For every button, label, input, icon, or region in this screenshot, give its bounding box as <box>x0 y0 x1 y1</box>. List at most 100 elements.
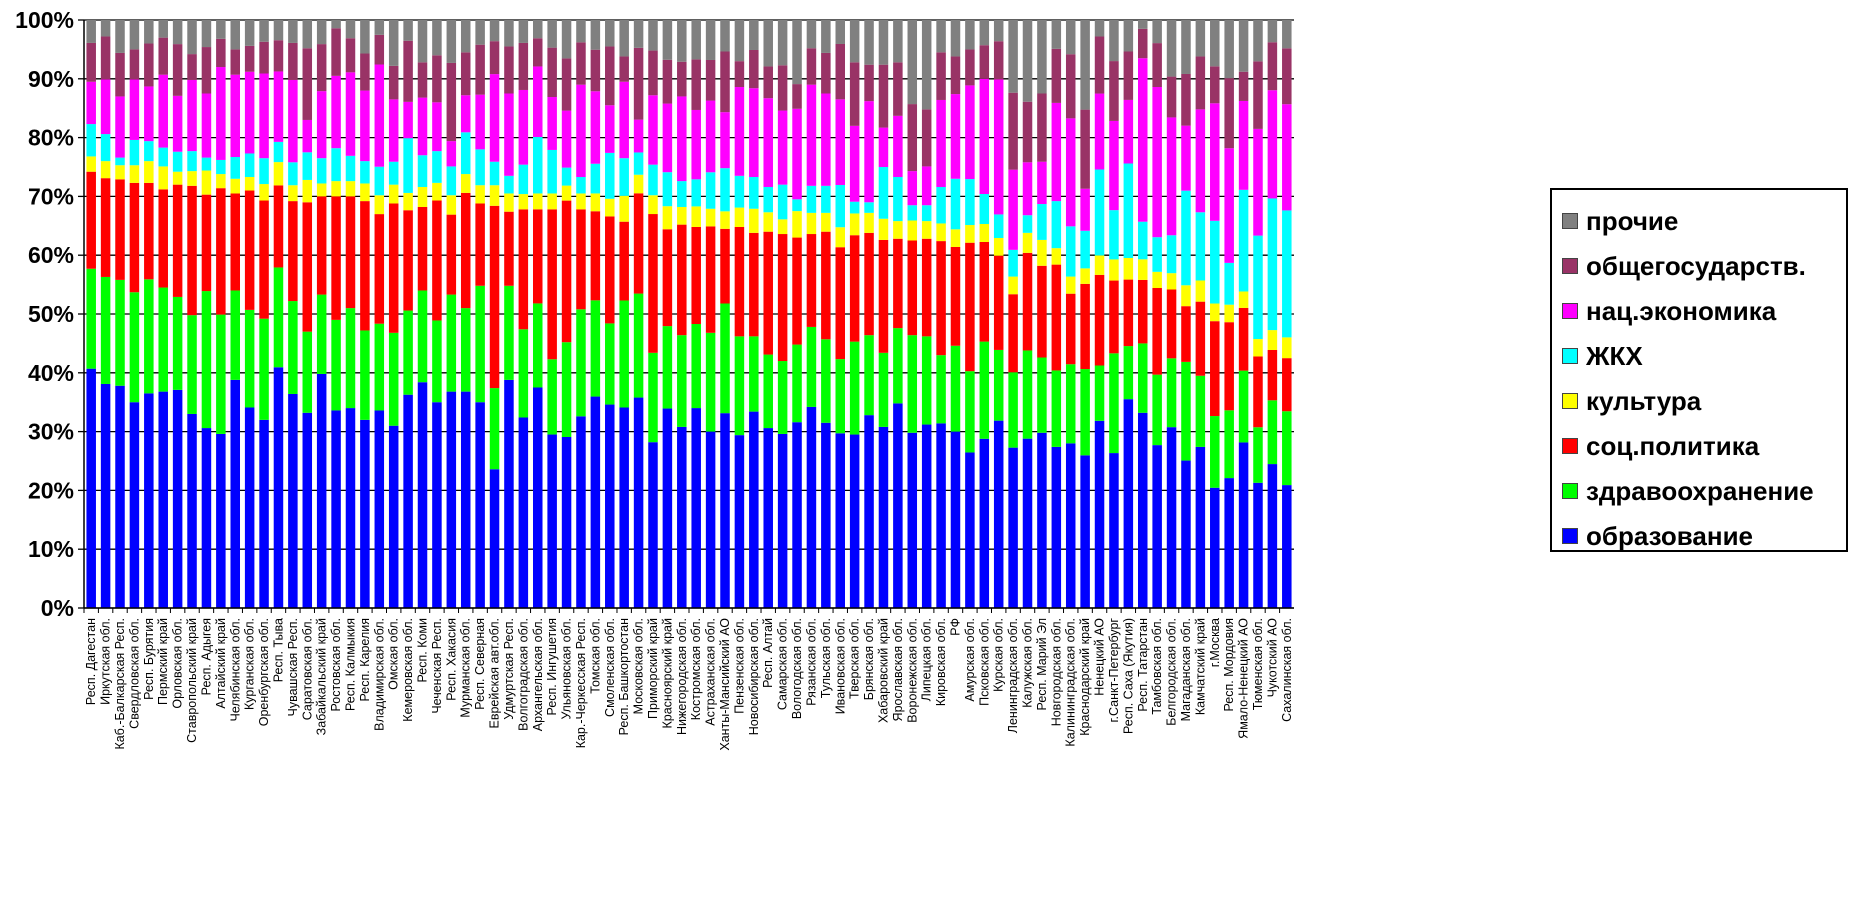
bar-segment <box>821 339 831 423</box>
x-tick-label: Ивановская обл. <box>833 618 847 714</box>
bar-segment <box>763 98 773 187</box>
bar-segment <box>86 368 96 608</box>
bar-segment <box>1022 252 1033 351</box>
bar-segment <box>489 20 500 42</box>
bar-segment <box>1051 102 1062 202</box>
x-tick-label: Белгородская обл. <box>1165 618 1179 726</box>
x-tick-label: Кемеровская обл. <box>401 618 415 722</box>
bar-segment <box>720 413 730 608</box>
bar-segment <box>691 109 701 180</box>
bar-segment <box>648 214 658 353</box>
bar-segment <box>158 20 168 38</box>
bar-segment <box>1195 20 1206 57</box>
x-tick-label: Алтайский край <box>214 618 228 709</box>
bar-segment <box>1008 169 1018 250</box>
bar-segment <box>1195 109 1206 213</box>
bar-segment <box>1152 288 1162 375</box>
x-tick-label: Челябинская обл. <box>228 618 242 721</box>
bar-segment <box>561 58 572 111</box>
x-tick-label: Ханты-Мансийский АО <box>718 618 732 751</box>
bar-segment <box>1051 446 1062 608</box>
bar-segment <box>201 428 212 608</box>
x-tick-label: Тульская обл. <box>819 618 833 698</box>
bar-segment <box>1008 372 1018 448</box>
bar-segment <box>662 326 673 409</box>
bar-segment <box>331 196 341 320</box>
bar-segment <box>518 164 529 195</box>
bar-segment <box>1238 291 1249 308</box>
bar-segment <box>1065 20 1076 55</box>
y-tick-label: 50% <box>28 301 74 327</box>
bar-segment <box>360 90 370 162</box>
bar-segment <box>460 132 471 175</box>
x-tick-label: Приморский край <box>646 618 660 719</box>
bar-segment <box>734 226 745 337</box>
bar-segment <box>619 407 629 608</box>
bar-segment <box>374 64 385 167</box>
bar-segment <box>821 52 831 94</box>
bar-segment <box>1195 56 1206 110</box>
bar-segment <box>821 422 831 608</box>
bar-segment <box>201 93 212 158</box>
x-tick-label: Респ. Марий Эл <box>1035 618 1049 710</box>
bar-segment <box>1094 36 1105 94</box>
bar-segment <box>302 331 313 413</box>
bar-segment <box>1065 226 1076 277</box>
bar-segment <box>230 193 241 291</box>
bar-segment <box>230 49 241 75</box>
bar-segment <box>475 94 485 150</box>
bar-segment <box>950 229 961 247</box>
bar-segment <box>129 182 140 293</box>
bar-segment <box>648 20 658 51</box>
bar-segment <box>518 329 529 418</box>
bar-segment <box>806 406 817 608</box>
bar-segment <box>1282 210 1292 338</box>
bar-segment <box>1022 101 1033 163</box>
bar-segment <box>403 138 413 193</box>
legend-label: здравоохранение <box>1586 475 1814 506</box>
bar-segment <box>460 174 471 193</box>
x-tick-label: Ямало-Ненецкий АО <box>1237 618 1251 739</box>
bar-segment <box>950 20 961 57</box>
bar-segment <box>1282 337 1292 359</box>
bar-segment <box>302 412 313 608</box>
x-tick-label: Самарская обл. <box>776 618 790 710</box>
x-tick-label: Красноярский край <box>660 618 674 729</box>
x-tick-label: Амурская обл. <box>963 618 977 702</box>
bar-segment <box>1152 87 1162 238</box>
bar-segment <box>677 206 687 225</box>
bar-segment <box>965 20 975 50</box>
bar-segment <box>158 391 168 608</box>
bar-segment <box>1037 357 1047 433</box>
bar-segment <box>302 202 313 332</box>
bar-segment <box>417 382 428 608</box>
bar-segment <box>1094 20 1105 37</box>
x-tick-label: Тверская обл. <box>848 618 862 699</box>
bar-segment <box>100 134 111 162</box>
bar-segment <box>172 151 183 172</box>
x-tick-label: Кар.-Черкесская Респ. <box>574 618 588 748</box>
bar-segment <box>504 193 514 212</box>
bar-segment <box>1224 322 1234 411</box>
x-tick-label: Респ. Дагестан <box>84 618 98 705</box>
bar-segment <box>677 224 687 336</box>
legend-item-культура: культура <box>1562 386 1701 416</box>
bar-segment <box>648 195 658 215</box>
bar-segment <box>1008 447 1018 608</box>
legend: прочие общегосударств. нац.экономика ЖКХ… <box>1550 188 1848 552</box>
bar-segment <box>532 38 543 67</box>
y-tick-label: 10% <box>28 536 74 562</box>
bar-segment <box>878 20 889 65</box>
bar-segment <box>1008 20 1018 93</box>
bar-segment <box>950 94 961 179</box>
bar-segment <box>979 78 990 194</box>
bar-segment <box>590 193 601 212</box>
x-tick-label: Чукотский АО <box>1265 618 1279 698</box>
bar-segment <box>144 86 154 142</box>
bar-segment <box>734 87 745 176</box>
bar-segment <box>1065 54 1076 119</box>
bar-segment <box>619 20 629 57</box>
bar-segment <box>489 205 500 389</box>
legend-label: образование <box>1586 520 1754 551</box>
bar-segment <box>1080 188 1090 231</box>
